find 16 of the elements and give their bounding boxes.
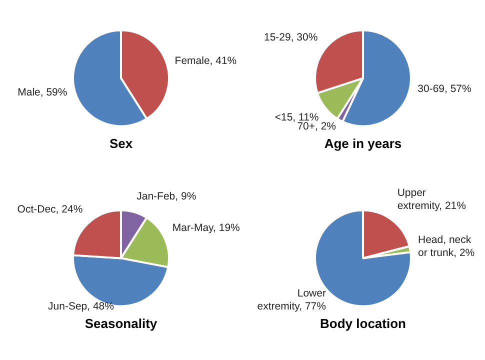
text: Sex bbox=[109, 136, 134, 151]
slice-label: Head, neck or trunk, 2% bbox=[418, 234, 475, 259]
slice-label: Jan-Feb, 9% bbox=[136, 190, 196, 203]
slice-label: Jun-Sep, 48% bbox=[48, 300, 114, 313]
slice-label: Mar-May, 19% bbox=[172, 222, 240, 234]
slice-label: Male, 59% bbox=[18, 86, 68, 98]
slice-label: 30-69, 57% bbox=[418, 83, 472, 96]
text: Body location bbox=[320, 316, 406, 331]
slice-label: 70+, 2% bbox=[297, 120, 336, 133]
slice-label: Female, 41% bbox=[174, 55, 237, 68]
text: Age in years bbox=[324, 136, 402, 151]
slice-label: Upper extremity, 21% bbox=[397, 187, 466, 212]
slice-label: Oct-Dec, 24% bbox=[17, 204, 83, 216]
slice-label: Lower extremity, 77% bbox=[257, 288, 326, 313]
slice-label: 15-29, 30% bbox=[264, 31, 318, 44]
text: Seasonality bbox=[84, 316, 158, 331]
